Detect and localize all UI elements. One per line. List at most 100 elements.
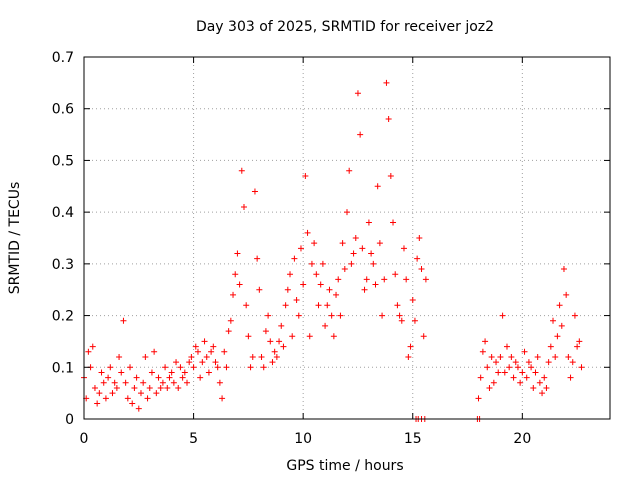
- data-point: [339, 240, 346, 247]
- data-point: [254, 255, 261, 262]
- data-point: [372, 281, 379, 288]
- data-point: [107, 364, 114, 371]
- data-point: [521, 348, 528, 355]
- x-axis-label: GPS time / hours: [286, 458, 403, 474]
- data-point: [159, 379, 166, 386]
- data-point: [313, 271, 320, 278]
- x-tick-label: 20: [513, 431, 531, 447]
- data-point: [100, 379, 107, 386]
- data-point: [85, 348, 92, 355]
- data-point: [368, 250, 375, 257]
- data-point: [289, 333, 296, 340]
- data-point: [569, 359, 576, 366]
- data-point: [98, 369, 105, 376]
- y-tick-label: 0: [65, 412, 74, 428]
- data-point: [394, 302, 401, 309]
- data-point: [249, 353, 256, 360]
- data-point: [374, 183, 381, 190]
- data-point: [291, 255, 298, 262]
- data-point: [304, 229, 311, 236]
- data-point: [282, 302, 289, 309]
- data-point: [532, 369, 539, 376]
- data-point: [300, 281, 307, 288]
- data-point: [554, 333, 561, 340]
- data-point: [216, 379, 223, 386]
- data-point: [205, 369, 212, 376]
- data-point: [91, 384, 98, 391]
- data-point: [265, 312, 272, 319]
- data-point: [418, 266, 425, 273]
- data-point: [545, 359, 552, 366]
- data-point: [140, 379, 147, 386]
- y-axis-label: SRMTID / TECUs: [7, 182, 23, 295]
- data-point: [212, 359, 219, 366]
- data-point: [477, 374, 484, 381]
- data-point: [363, 276, 370, 283]
- data-point: [324, 302, 331, 309]
- data-point: [153, 390, 160, 397]
- data-point: [392, 271, 399, 278]
- data-point: [175, 384, 182, 391]
- data-point: [519, 369, 526, 376]
- data-point: [407, 343, 414, 350]
- data-point: [94, 400, 101, 407]
- data-point: [352, 235, 359, 241]
- data-point: [105, 374, 112, 381]
- chart-title: Day 303 of 2025, SRMTID for receiver joz…: [196, 19, 494, 35]
- data-point: [293, 297, 300, 304]
- data-point: [297, 245, 304, 252]
- data-point: [357, 131, 364, 138]
- data-point: [346, 167, 353, 174]
- data-point: [243, 302, 250, 309]
- data-point: [302, 172, 309, 179]
- data-point: [225, 328, 232, 335]
- data-point: [539, 390, 546, 397]
- data-point: [499, 312, 506, 319]
- data-point: [151, 348, 158, 355]
- y-tick-label: 0.5: [52, 153, 74, 169]
- data-point: [157, 384, 164, 391]
- data-point: [411, 317, 418, 324]
- data-point: [118, 369, 125, 376]
- data-point: [276, 338, 283, 345]
- data-point: [131, 384, 138, 391]
- data-point: [576, 338, 583, 345]
- data-point: [556, 302, 563, 309]
- data-point: [486, 384, 493, 391]
- data-point: [337, 312, 344, 319]
- data-point: [208, 348, 215, 355]
- data-point: [260, 364, 267, 371]
- data-point: [543, 384, 550, 391]
- data-point: [262, 328, 269, 335]
- data-point: [365, 219, 372, 226]
- data-point: [280, 343, 287, 350]
- data-point: [111, 379, 118, 386]
- data-point: [210, 343, 217, 350]
- data-point: [192, 343, 199, 350]
- data-point: [170, 379, 177, 386]
- data-point: [120, 317, 127, 324]
- data-point: [113, 384, 120, 391]
- data-point: [547, 343, 554, 350]
- data-point: [383, 79, 390, 86]
- plot-frame: [83, 56, 611, 420]
- data-point: [214, 364, 221, 371]
- data-point: [155, 374, 162, 381]
- data-point: [501, 369, 508, 376]
- data-point: [148, 369, 155, 376]
- data-point: [137, 390, 144, 397]
- data-point: [390, 219, 397, 226]
- data-point: [203, 353, 210, 360]
- y-tick-label: 0.6: [52, 102, 74, 118]
- data-point: [184, 379, 191, 386]
- data-point: [385, 116, 392, 123]
- x-tick-label: 5: [189, 431, 198, 447]
- data-point: [146, 384, 153, 391]
- data-point: [536, 379, 543, 386]
- data-point: [129, 400, 136, 407]
- data-point: [234, 250, 241, 257]
- data-point: [497, 353, 504, 360]
- data-point: [354, 90, 361, 97]
- data-point: [541, 374, 548, 381]
